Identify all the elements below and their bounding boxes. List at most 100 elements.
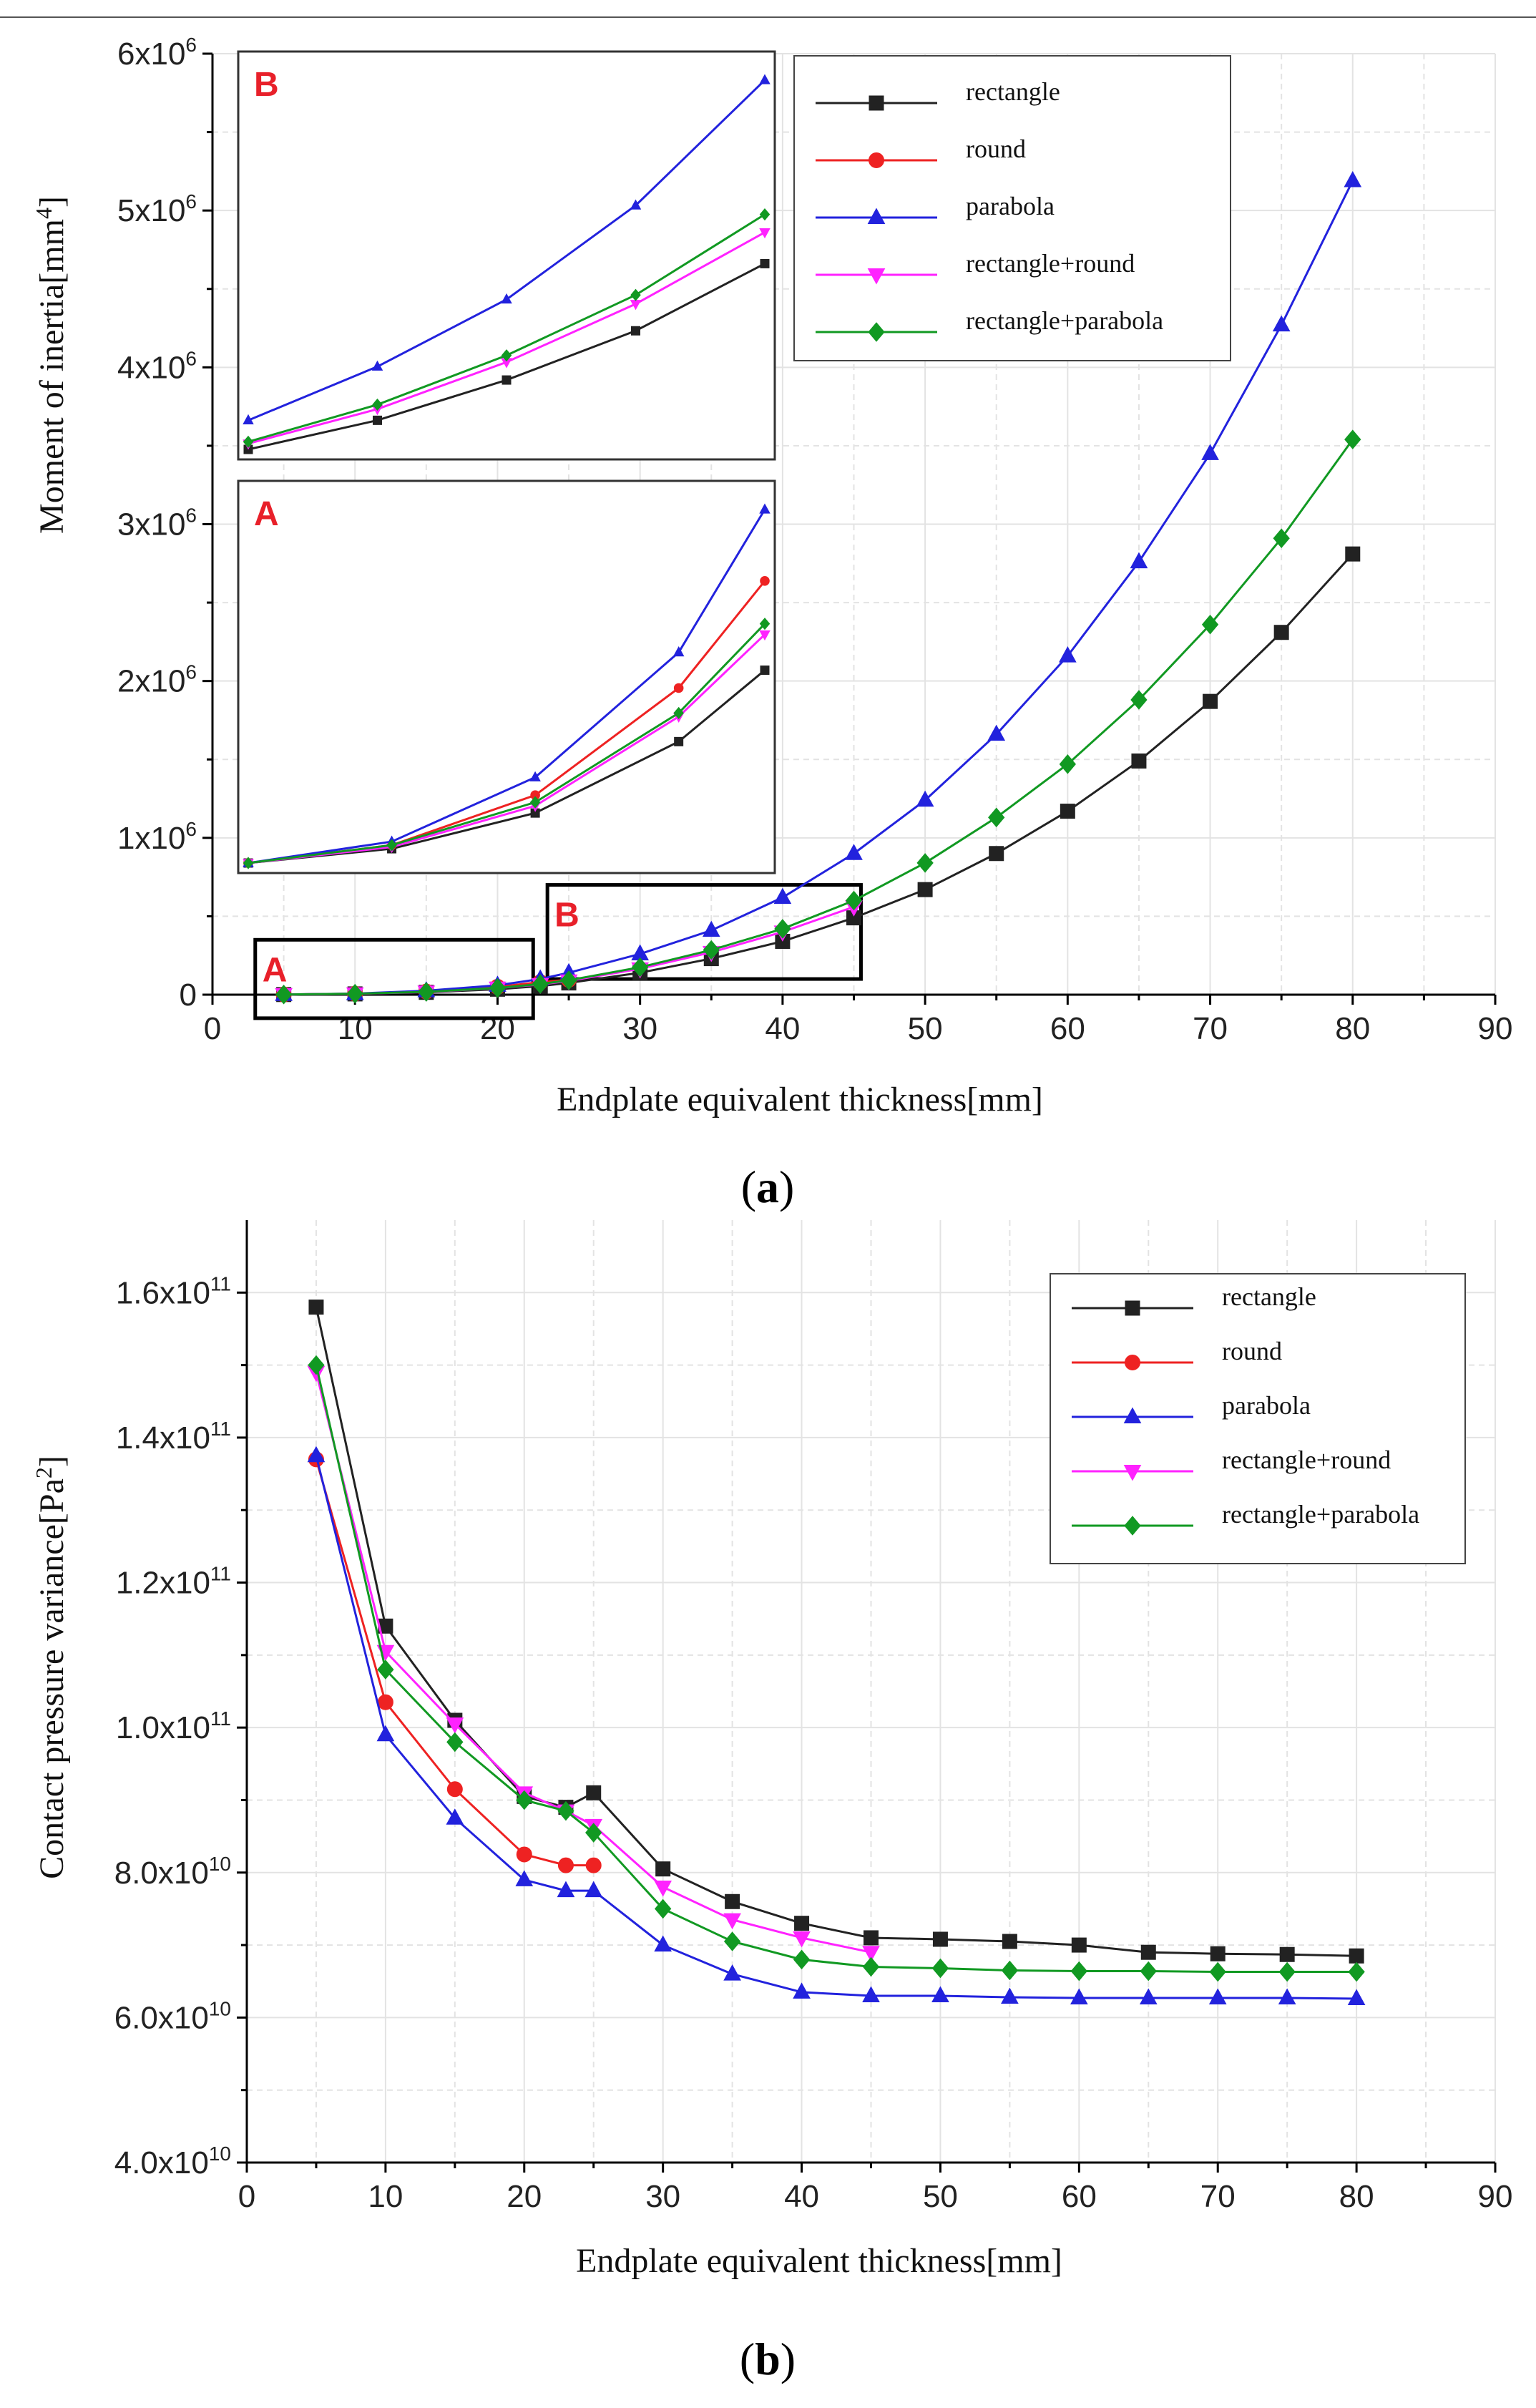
chart-a-series-parabola-point-7	[702, 920, 720, 937]
chart-b-series-rectangle-plus-round-point-7	[723, 1913, 741, 1930]
chart-b-legend-parabola-label: parabola	[1222, 1391, 1311, 1420]
chart-a-series-rectangle-point-10	[917, 882, 933, 897]
chart-a-xtick-label-3: 30	[622, 1011, 657, 1046]
chart-a-xtick-label-5: 50	[908, 1011, 943, 1046]
zoom-box-label-a: A	[263, 951, 288, 989]
inset-b-series-rectangle-plus-parabola-point-1	[372, 398, 383, 411]
inset-a-series-rectangle-plus-parabola	[243, 618, 771, 869]
chart-a-series-parabola-point-13	[1130, 552, 1148, 569]
chart-b-ytick-label-0: 4.0x1010	[114, 2143, 231, 2180]
chart-a-legend-rectangle: rectangle	[816, 77, 1060, 111]
chart-b-xtick-label-4: 40	[784, 2179, 819, 2214]
chart-b-ytick-label-3: 1.0x1011	[116, 1707, 231, 1745]
chart-b-series-rectangle-plus-parabola-point-16	[1348, 1961, 1365, 1982]
chart-a-ytick-label-0: 0	[180, 978, 197, 1013]
inset-a-series-rectangle-plus-parabola-point-2	[529, 796, 541, 809]
chart-a-series	[275, 170, 1362, 1005]
inset-b-series-parabola	[243, 74, 771, 424]
chart-a-series-rectangle-point-16	[1345, 546, 1361, 562]
chart-b-legend-rectangle-plus-parabola-label: rectangle+parabola	[1222, 1500, 1419, 1529]
chart-a-series-rectangle-plus-parabola-point-5	[560, 970, 577, 990]
chart-a-series-rectangle-plus-parabola	[275, 429, 1361, 1005]
chart-b-series-parabola-point-16	[1347, 1989, 1366, 2006]
inset-b-frame	[237, 50, 776, 461]
chart-b-series-rectangle-plus-parabola-point-3	[516, 1790, 533, 1810]
inset-b-series-parabola-point-4	[759, 74, 771, 84]
inset-a-series-rectangle-point-4	[760, 666, 770, 676]
chart-a-ticks: 0 10 20 30 40 50 60 70 80 90 0 1x106 2x106 3x106 4x106…	[117, 34, 1512, 1046]
chart-b-legend-parabola: parabola	[1072, 1391, 1311, 1423]
chart-b-legend-parabola-swatch-marker	[1123, 1407, 1142, 1423]
chart-b-ytick-label-2: 8.0x1010	[114, 1853, 231, 1891]
chart-b-legend: rectangle round parabola rectangle+round rec…	[1050, 1273, 1466, 1564]
chart-a-legend-rectangle-plus-parabola: rectangle+parabola	[816, 306, 1163, 342]
chart-b-series-rectangle-point-7	[725, 1893, 740, 1909]
chart-b-xlabel: Endplate equivalent thickness[mm]	[576, 2242, 1062, 2280]
chart-a-ytick-label-3: 3x106	[117, 504, 197, 542]
inset-b-series-rectangle-point-2	[502, 375, 512, 385]
inset-a-series-rectangle-plus-round-point-4	[759, 630, 771, 641]
chart-a-series-parabola-point-14	[1201, 444, 1219, 460]
inset-b-series-parabola-point-0	[243, 414, 254, 424]
chart-a-xtick-label-8: 80	[1335, 1011, 1370, 1046]
chart-a-series-parabola-point-10	[916, 790, 934, 807]
chart-a-series-rectangle-plus-parabola-point-16	[1344, 429, 1361, 449]
chart-b-legend-round-swatch-marker	[1125, 1355, 1140, 1370]
chart-b-legend-rectangle-swatch-marker	[1125, 1300, 1140, 1316]
chart-b-series-rectangle-plus-parabola-point-7	[723, 1931, 741, 1951]
chart-b-panel-label: (b)	[740, 2334, 796, 2384]
inset-a-series-parabola-point-3	[672, 646, 685, 657]
chart-b-series-rectangle-point-14	[1210, 1946, 1226, 1961]
inset-a-series-round-point-3	[673, 683, 684, 693]
chart-a: 0 10 20 30 40 50 60 70 80 90 0 1x106 2x106 3x106 4x106…	[31, 34, 1512, 1212]
chart-a-panel-label: (a)	[741, 1161, 795, 1212]
chart-a-legend-rectangle-plus-parabola-label: rectangle+parabola	[966, 306, 1163, 335]
chart-a-series-parabola-point-15	[1272, 315, 1291, 332]
chart-b-series-parabola-point-13	[1139, 1988, 1158, 2005]
chart-b-xtick-label-8: 80	[1339, 2179, 1374, 2214]
chart-b-series-rectangle-plus-round-point-2	[446, 1717, 464, 1734]
chart-a-series-rectangle-point-14	[1203, 693, 1218, 709]
inset-b-series-rectangle-point-1	[373, 415, 382, 425]
chart-b-series-rectangle-plus-parabola-point-1	[377, 1659, 394, 1680]
chart-b-ticks: 0 10 20 30 40 50 60 70 80 90 4.0x1010 6.0x1010 8.0x1…	[114, 1272, 1513, 2214]
inset-a-label: A	[254, 495, 279, 533]
chart-a-series-rectangle-plus-parabola-point-11	[988, 807, 1005, 828]
chart-b-series-rectangle-plus-round-point-6	[654, 1881, 672, 1897]
chart-b-series-parabola-point-14	[1208, 1988, 1227, 2005]
inset-a-frame	[237, 479, 776, 874]
chart-a-series-rectangle-plus-parabola-point-10	[916, 853, 934, 873]
chart-b-ytick-label-4: 1.2x1011	[116, 1563, 231, 1601]
chart-b-series-rectangle-plus-parabola-point-9	[862, 1956, 880, 1977]
chart-a-xtick-label-6: 60	[1050, 1011, 1085, 1046]
chart-b-series-parabola-point-11	[1001, 1987, 1019, 2004]
chart-a-ytick-label-2: 2x106	[117, 661, 197, 699]
inset-b-series-rectangle-plus-round-point-4	[759, 228, 771, 239]
chart-a-xtick-label-7: 70	[1193, 1011, 1228, 1046]
chart-b-series-rectangle-point-9	[864, 1930, 879, 1946]
inset-a-series-rectangle-plus-parabola-point-3	[673, 706, 684, 719]
chart-a-legend-round-swatch-marker	[869, 152, 884, 168]
chart-a-legend-rectangle-label: rectangle	[966, 77, 1060, 106]
chart-b-xtick-label-9: 90	[1478, 2179, 1513, 2214]
inset-b-series-rectangle-plus-parabola-point-0	[243, 435, 254, 448]
inset-b: B	[237, 50, 776, 461]
chart-b-series-rectangle-plus-parabola-point-14	[1209, 1961, 1226, 1982]
chart-b-series-parabola-point-5	[584, 1881, 603, 1898]
zoom-box-label-b: B	[554, 897, 579, 935]
chart-a-legend-box	[793, 55, 1231, 361]
chart-a-series-rectangle-plus-parabola-point-8	[774, 919, 791, 939]
inset-a-series-rectangle-plus-parabola-point-0	[243, 857, 254, 869]
chart-a-legend-rectangle-plus-parabola-swatch-marker	[868, 322, 885, 342]
chart-b-series-parabola-point-15	[1278, 1988, 1296, 2005]
chart-a-ytick-label-6: 6x106	[117, 34, 197, 72]
chart-b-xtick-label-6: 60	[1062, 2179, 1097, 2214]
chart-b-legend-rectangle-plus-parabola-swatch-marker	[1124, 1516, 1141, 1536]
chart-a-series-rectangle-plus-parabola-point-6	[632, 957, 649, 978]
chart-a-xlabel: Endplate equivalent thickness[mm]	[557, 1081, 1043, 1118]
chart-a-series-rectangle-point-12	[1060, 804, 1075, 819]
chart-b-legend-box	[1050, 1273, 1466, 1564]
chart-b-ylabel: Contact pressure variance[Pa2]	[31, 1456, 71, 1879]
chart-b-xtick-label-3: 30	[645, 2179, 680, 2214]
